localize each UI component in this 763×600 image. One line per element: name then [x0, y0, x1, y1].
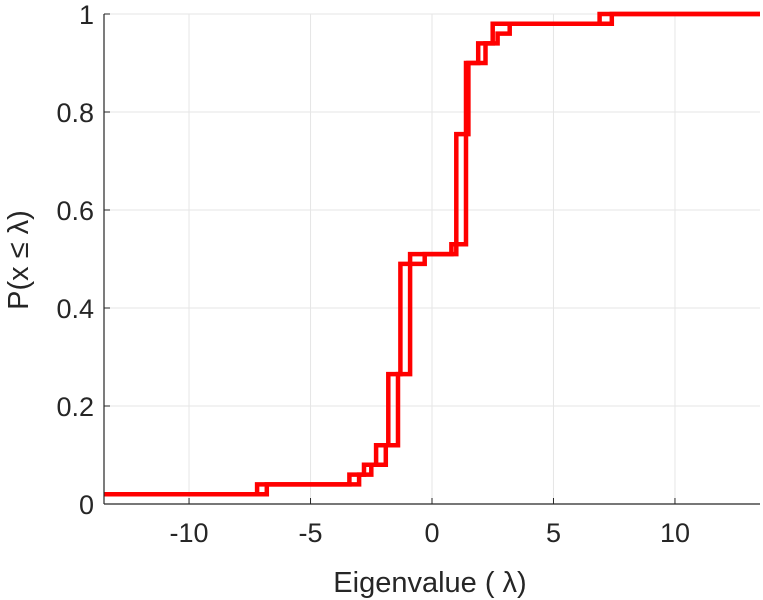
x-tick-label-2: 0 [424, 518, 439, 548]
y-tick-label-1: 0.2 [56, 392, 94, 422]
y-tick-label-0: 0 [79, 490, 94, 520]
grid-lines [104, 13, 760, 505]
y-tick-label-3: 0.6 [56, 196, 94, 226]
x-axis-title: Eigenvalue ( λ) [333, 567, 526, 599]
x-tick-label-0: -10 [170, 518, 209, 548]
series-layer [104, 11, 760, 497]
x-tick-label-3: 5 [546, 518, 561, 548]
x-tick-label-4: 10 [660, 518, 690, 548]
y-axis-title: P(x ≤ λ) [3, 210, 35, 310]
axes [103, 13, 760, 505]
series-upper-bound-cdf [104, 11, 760, 497]
y-tick-label-5: 1 [79, 0, 94, 30]
tick-labels: -10 -5 0 5 10 0 0.2 0.4 0.6 0.8 1 [56, 0, 690, 548]
y-tick-label-4: 0.8 [56, 98, 94, 128]
y-tick-label-2: 0.4 [56, 294, 94, 324]
x-tick-label-1: -5 [299, 518, 323, 548]
